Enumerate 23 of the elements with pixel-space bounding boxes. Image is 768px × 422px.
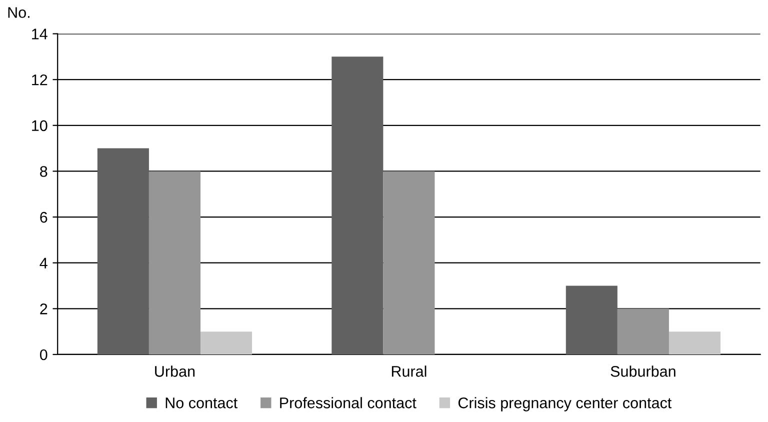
legend-label: Professional contact [280, 397, 416, 408]
legend-label: No contact [166, 398, 238, 408]
x-tick-label: Urban [155, 366, 195, 377]
bar [148, 171, 200, 354]
y-axis-title: No. [8, 7, 30, 18]
y-tick-label: 0 [40, 349, 48, 360]
bar [566, 286, 618, 354]
y-tick-label: 2 [40, 304, 48, 314]
bar [668, 332, 720, 354]
bar [200, 332, 252, 354]
x-tick-label: Rural [392, 366, 426, 377]
x-tick-label: Suburban [610, 366, 676, 377]
bar [617, 308, 669, 354]
y-tick-label: 12 [32, 74, 48, 86]
y-tick-label: 8 [40, 166, 48, 177]
y-tick-label: 10 [32, 120, 48, 132]
y-tick-label: 14 [32, 28, 48, 40]
bar [332, 56, 384, 354]
legend-label: Crisis pregnancy center contact [458, 397, 672, 412]
y-tick-label: 4 [40, 258, 48, 268]
y-tick-label: 6 [40, 212, 48, 223]
bar [383, 171, 435, 354]
bar [97, 148, 149, 354]
